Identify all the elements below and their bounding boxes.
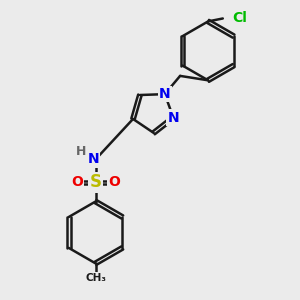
Text: N: N <box>167 111 179 124</box>
Text: H: H <box>76 145 86 158</box>
Text: S: S <box>89 173 101 191</box>
Text: O: O <box>108 176 120 189</box>
Text: N: N <box>87 152 99 167</box>
Text: Cl: Cl <box>232 11 247 26</box>
Text: N: N <box>159 87 171 101</box>
Text: O: O <box>71 176 83 189</box>
Text: CH₃: CH₃ <box>85 273 106 283</box>
